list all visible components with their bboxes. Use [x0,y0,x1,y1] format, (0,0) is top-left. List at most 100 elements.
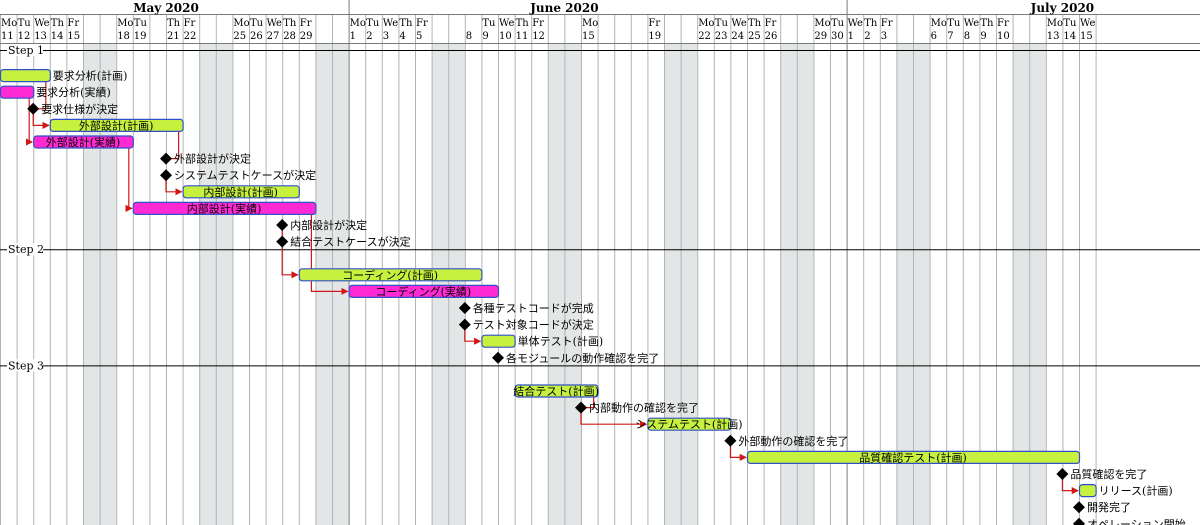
weekday-label: Th [516,18,530,29]
weekday-label: Fr [184,18,196,29]
weekday-label: Fr [997,18,1009,29]
date-label: 9 [482,31,488,42]
weekday-label: Th [283,18,297,29]
weekday-label: We [383,18,398,29]
date-label: 15 [1080,31,1093,42]
task-bar-t4 [33,135,134,149]
date-label: 29 [300,31,313,42]
task-bar-t10 [514,384,599,398]
step-label-bg [7,243,43,256]
milestone-label-m11: 品質確認を完了 [1070,467,1147,481]
date-label: 29 [814,31,827,42]
task-bar-t6 [132,201,317,215]
task-label-t1: 要求分析(計画) [53,69,128,83]
date-label: 15 [67,31,80,42]
task-bar-t8 [348,284,500,298]
task-label-t7: コーディング(計画) [342,268,438,282]
date-label: 9 [980,31,986,42]
dependency-arrow [729,445,747,461]
task-label-t3: 外部設計(計画) [79,118,154,132]
date-label: 27 [267,31,280,42]
weekday-label: Mo [117,18,133,29]
weekday-label: Fr [416,18,428,29]
date-label: 26 [250,31,263,42]
task-label-t5: 内部設計(計画) [203,185,278,199]
date-label: 15 [582,31,595,42]
dependency-arrow [464,329,482,345]
task-bar-t1 [0,69,51,83]
date-label: 18 [117,31,130,42]
task-bar-t5 [182,185,300,199]
task-bar-t12 [746,450,1081,464]
date-label: 8 [964,31,970,42]
step-separators: Step 1 Step 2 Step 3 [0,44,1200,372]
step-label: Step 3 [8,359,44,372]
milestone-diamond-m4 [276,219,289,231]
timeline-header: May 2020 June 2020 July 2020Mo11Tu12We13Th… [0,1,1200,44]
weekday-label: Th [864,18,878,29]
weekday-label: Fr [300,18,312,29]
task-label-t8: コーディング(実績) [375,284,471,298]
weekday-label: Tu [366,18,380,29]
date-label: 3 [383,31,389,42]
milestone-label-m4: 内部設計が決定 [290,218,367,232]
task-label-t11: システムテスト(計画) [635,417,742,431]
weekday-label: Tu [250,18,264,29]
dependency-arrow [32,113,50,129]
milestone-diamond-m7 [458,318,471,331]
date-label: 1 [848,31,854,42]
date-label: 24 [731,31,744,42]
milestone-diamond-m12 [1073,501,1085,514]
date-label: 21 [167,31,180,42]
milestone-label-m13: オペレーション開始 [1087,517,1186,525]
date-label: 2 [366,31,372,42]
milestone-label-m1: 要求仕様が決定 [41,102,118,116]
weekday-label: Tu [947,18,961,29]
milestone-label-m12: 開発完了 [1087,500,1131,514]
task-label-t9: 単体テスト(計画) [518,334,604,348]
step-label: Step 1 [8,44,44,57]
month-label: May 2020 [133,1,199,15]
date-label: 22 [698,31,711,42]
weekend-band [199,43,233,525]
milestone-diamond-m9 [575,401,587,414]
milestone-diamond-m2 [160,152,172,165]
step-label-bg [7,359,43,372]
weekday-label: We [731,18,746,29]
date-label: 12 [532,31,545,42]
milestone-label-m7: テスト対象コードが決定 [473,318,594,332]
weekday-label: Th [748,18,762,29]
weekday-label: Fr [67,18,79,29]
task-label-t13: リリース(計画) [1099,484,1173,498]
date-label: 11 [516,31,529,42]
weekday-label: We [1080,18,1095,29]
weekday-label: We [499,18,514,29]
weekday-label: Th [399,18,413,29]
weekday-label: Mo [931,18,947,29]
step-label-bg [7,44,43,56]
dependency-arrow [165,180,183,196]
weekday-label: Fr [765,18,777,29]
date-label: 6 [931,31,937,42]
date-label: 13 [1047,31,1060,42]
date-label: 5 [416,31,422,42]
milestone-label-m2: 外部設計が決定 [174,152,251,166]
task-bar-t3 [49,118,184,133]
weekday-label: Tu [1063,18,1077,29]
weekday-label: Tu [18,18,32,29]
milestone-diamond-m8 [492,351,504,364]
milestone-label-m3: システムテストケースが決定 [174,168,316,182]
task-bar-t7 [298,268,483,282]
task-bar-t13 [1078,484,1097,498]
weekday-label: We [267,18,282,29]
date-label: 13 [34,31,47,42]
milestone-diamond-m3 [160,169,172,182]
date-label: 23 [715,31,728,42]
date-label: 22 [184,31,197,42]
month-label: June 2020 [529,1,598,15]
weekday-label: Mo [1,18,17,29]
task-label-t12: 品質確認テスト(計画) [859,450,967,464]
milestone-diamond-m1 [27,102,40,115]
weekday-label: Tu [134,18,148,29]
